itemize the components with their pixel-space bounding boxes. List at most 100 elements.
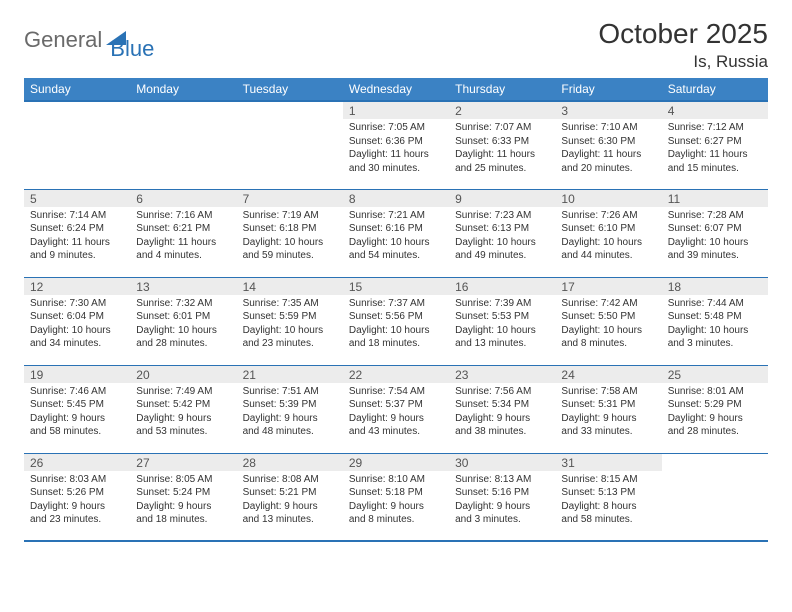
sunset-line: Sunset: 6:27 PM bbox=[668, 136, 742, 147]
sunrise-line: Sunrise: 7:21 AM bbox=[349, 210, 425, 221]
sunrise-line: Sunrise: 7:23 AM bbox=[455, 210, 531, 221]
sunset-line: Sunset: 5:50 PM bbox=[561, 311, 635, 322]
day-details: Sunrise: 7:16 AMSunset: 6:21 PMDaylight:… bbox=[130, 207, 236, 267]
day-details: Sunrise: 7:44 AM Sunset: 5:48 PM Daylight:… bbox=[662, 295, 768, 355]
daylight-line: Daylight: 11 hours and 20 minutes. bbox=[561, 149, 641, 174]
day-number: 21 bbox=[237, 366, 343, 383]
day-header: Wednesday bbox=[343, 78, 449, 101]
daylight-line: Daylight: 9 hours and 23 minutes. bbox=[30, 501, 105, 526]
day-number: 9 bbox=[449, 190, 555, 207]
day-number: 23 bbox=[449, 366, 555, 383]
day-number: 3 bbox=[555, 102, 661, 119]
day-number: 20 bbox=[130, 366, 236, 383]
calendar-cell: 27Sunrise: 8:05 AMSunset: 5:24 PMDayligh… bbox=[130, 453, 236, 541]
day-number: 28 bbox=[237, 454, 343, 471]
day-details: Sunrise: 8:08 AMSunset: 5:21 PMDaylight:… bbox=[237, 471, 343, 531]
daylight-line: Daylight: 11 hours and 15 minutes. bbox=[668, 149, 748, 174]
sunrise-line: Sunrise: 7:44 AM bbox=[668, 298, 744, 309]
day-number: 11 bbox=[662, 190, 768, 207]
day-number: 15 bbox=[343, 278, 449, 295]
calendar-table: SundayMondayTuesdayWednesdayThursdayFrid… bbox=[24, 78, 768, 542]
day-details: Sunrise: 8:10 AMSunset: 5:18 PMDaylight:… bbox=[343, 471, 449, 531]
calendar-cell: 22Sunrise: 7:54 AMSunset: 5:37 PMDayligh… bbox=[343, 365, 449, 453]
sunrise-line: Sunrise: 7:49 AM bbox=[136, 386, 212, 397]
daylight-line: Daylight: 9 hours and 48 minutes. bbox=[243, 413, 318, 438]
sunset-line: Sunset: 5:42 PM bbox=[136, 399, 210, 410]
day-details: Sunrise: 7:28 AMSunset: 6:07 PMDaylight:… bbox=[662, 207, 768, 267]
day-details: Sunrise: 7:14 AMSunset: 6:24 PMDaylight:… bbox=[24, 207, 130, 267]
day-number: 30 bbox=[449, 454, 555, 471]
sunset-line: Sunset: 6:21 PM bbox=[136, 223, 210, 234]
daylight-line: Daylight: 10 hours and 3 minutes. bbox=[668, 325, 749, 350]
calendar-cell: 31Sunrise: 8:15 AMSunset: 5:13 PMDayligh… bbox=[555, 453, 661, 541]
sunset-line: Sunset: 6:24 PM bbox=[30, 223, 104, 234]
day-header: Monday bbox=[130, 78, 236, 101]
day-details: Sunrise: 8:01 AMSunset: 5:29 PMDaylight:… bbox=[662, 383, 768, 443]
day-details: Sunrise: 7:46 AMSunset: 5:45 PMDaylight:… bbox=[24, 383, 130, 443]
day-details: Sunrise: 8:03 AMSunset: 5:26 PMDaylight:… bbox=[24, 471, 130, 531]
sunrise-line: Sunrise: 7:07 AM bbox=[455, 122, 531, 133]
sunrise-line: Sunrise: 8:05 AM bbox=[136, 474, 212, 485]
calendar-cell: 21Sunrise: 7:51 AMSunset: 5:39 PMDayligh… bbox=[237, 365, 343, 453]
daylight-line: Daylight: 8 hours and 58 minutes. bbox=[561, 501, 636, 526]
calendar-cell: 3 Sunrise: 7:10 AM Sunset: 6:30 PM Daylight… bbox=[555, 101, 661, 189]
day-number: 17 bbox=[555, 278, 661, 295]
calendar-cell bbox=[662, 453, 768, 541]
day-details: Sunrise: 8:05 AMSunset: 5:24 PMDaylight:… bbox=[130, 471, 236, 531]
daylight-line: Daylight: 11 hours and 9 minutes. bbox=[30, 237, 110, 262]
sunrise-line: Sunrise: 7:05 AM bbox=[349, 122, 425, 133]
calendar-cell: 10Sunrise: 7:26 AMSunset: 6:10 PMDayligh… bbox=[555, 189, 661, 277]
daylight-line: Daylight: 10 hours and 49 minutes. bbox=[455, 237, 536, 262]
day-number: 14 bbox=[237, 278, 343, 295]
calendar-cell: 13Sunrise: 7:32 AMSunset: 6:01 PMDayligh… bbox=[130, 277, 236, 365]
day-number: 4 bbox=[662, 102, 768, 119]
sunrise-line: Sunrise: 7:10 AM bbox=[561, 122, 637, 133]
day-number: 8 bbox=[343, 190, 449, 207]
calendar-cell: 9 Sunrise: 7:23 AM Sunset: 6:13 PM Daylight… bbox=[449, 189, 555, 277]
calendar-cell: 25Sunrise: 8:01 AMSunset: 5:29 PMDayligh… bbox=[662, 365, 768, 453]
title-block: October 2025 Is, Russia bbox=[598, 18, 768, 72]
sunrise-line: Sunrise: 8:15 AM bbox=[561, 474, 637, 485]
calendar-cell: 30Sunrise: 8:13 AMSunset: 5:16 PMDayligh… bbox=[449, 453, 555, 541]
day-details: Sunrise: 7:37 AMSunset: 5:56 PMDaylight:… bbox=[343, 295, 449, 355]
sunset-line: Sunset: 5:29 PM bbox=[668, 399, 742, 410]
day-number: 22 bbox=[343, 366, 449, 383]
sunrise-line: Sunrise: 7:26 AM bbox=[561, 210, 637, 221]
sunrise-line: Sunrise: 7:51 AM bbox=[243, 386, 319, 397]
daylight-line: Daylight: 10 hours and 8 minutes. bbox=[561, 325, 642, 350]
daylight-line: Daylight: 10 hours and 34 minutes. bbox=[30, 325, 111, 350]
header-row: General Blue October 2025 Is, Russia bbox=[24, 18, 768, 72]
sunset-line: Sunset: 5:16 PM bbox=[455, 487, 529, 498]
sunrise-line: Sunrise: 7:19 AM bbox=[243, 210, 319, 221]
sunrise-line: Sunrise: 7:30 AM bbox=[30, 298, 106, 309]
calendar-cell: 26Sunrise: 8:03 AMSunset: 5:26 PMDayligh… bbox=[24, 453, 130, 541]
day-details: Sunrise: 7:12 AMSunset: 6:27 PMDaylight:… bbox=[662, 119, 768, 179]
sunrise-line: Sunrise: 7:35 AM bbox=[243, 298, 319, 309]
daylight-line: Daylight: 11 hours and 30 minutes. bbox=[349, 149, 429, 174]
sunset-line: Sunset: 5:48 PM bbox=[668, 311, 742, 322]
calendar-cell: 20Sunrise: 7:49 AMSunset: 5:42 PMDayligh… bbox=[130, 365, 236, 453]
daylight-line: Daylight: 10 hours and 39 minutes. bbox=[668, 237, 749, 262]
sunrise-line: Sunrise: 7:16 AM bbox=[136, 210, 212, 221]
sunset-line: Sunset: 6:30 PM bbox=[561, 136, 635, 147]
day-header: Thursday bbox=[449, 78, 555, 101]
sunrise-line: Sunrise: 7:39 AM bbox=[455, 298, 531, 309]
calendar-cell: 5Sunrise: 7:14 AMSunset: 6:24 PMDaylight… bbox=[24, 189, 130, 277]
calendar-cell: 23Sunrise: 7:56 AMSunset: 5:34 PMDayligh… bbox=[449, 365, 555, 453]
sunset-line: Sunset: 5:31 PM bbox=[561, 399, 635, 410]
day-details: Sunrise: 7:51 AMSunset: 5:39 PMDaylight:… bbox=[237, 383, 343, 443]
daylight-line: Daylight: 10 hours and 54 minutes. bbox=[349, 237, 430, 262]
day-number: 1 bbox=[343, 102, 449, 119]
sunrise-line: Sunrise: 8:13 AM bbox=[455, 474, 531, 485]
sunrise-line: Sunrise: 7:54 AM bbox=[349, 386, 425, 397]
sunset-line: Sunset: 5:53 PM bbox=[455, 311, 529, 322]
day-header: Tuesday bbox=[237, 78, 343, 101]
calendar-cell: 8Sunrise: 7:21 AMSunset: 6:16 PMDaylight… bbox=[343, 189, 449, 277]
calendar-cell: 24Sunrise: 7:58 AMSunset: 5:31 PMDayligh… bbox=[555, 365, 661, 453]
sunset-line: Sunset: 6:13 PM bbox=[455, 223, 529, 234]
sunset-line: Sunset: 5:59 PM bbox=[243, 311, 317, 322]
calendar-week-row: 5Sunrise: 7:14 AMSunset: 6:24 PMDaylight… bbox=[24, 189, 768, 277]
sunset-line: Sunset: 5:24 PM bbox=[136, 487, 210, 498]
day-details: Sunrise: 7:30 AMSunset: 6:04 PMDaylight:… bbox=[24, 295, 130, 355]
day-number: 7 bbox=[237, 190, 343, 207]
